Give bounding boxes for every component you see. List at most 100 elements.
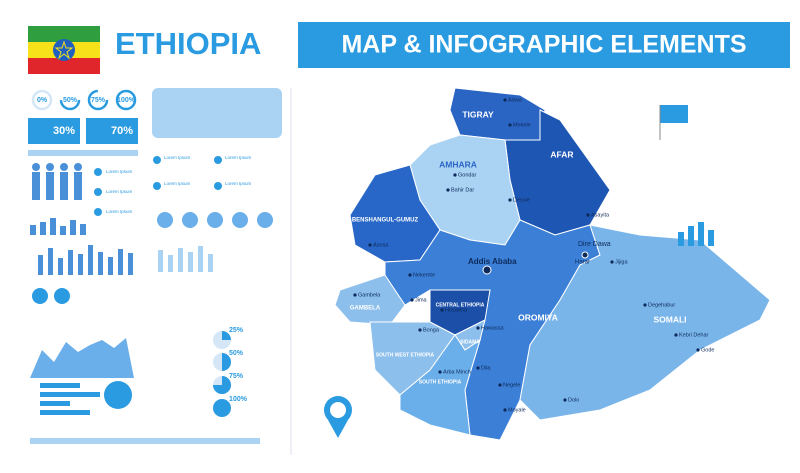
people-box bbox=[28, 118, 80, 144]
hbars bbox=[40, 383, 100, 415]
city-dot bbox=[408, 273, 412, 277]
city-label: Jijiga bbox=[615, 259, 628, 265]
city-dot bbox=[453, 173, 457, 177]
city-label: Degehabur bbox=[648, 302, 675, 308]
region-label: AMHARA bbox=[439, 159, 477, 169]
progress-label: 100% bbox=[117, 97, 136, 104]
region-label: Dire Dawa bbox=[578, 241, 611, 248]
cities: Mekele Adwa Gondar Bahir Dar Asosa Gambela Bon… bbox=[353, 97, 714, 413]
pies bbox=[213, 331, 231, 417]
progress-label: 50% bbox=[63, 97, 78, 104]
pie-label: 75% bbox=[229, 373, 244, 380]
city-dot bbox=[610, 260, 614, 264]
city-dot bbox=[476, 366, 480, 370]
lorem: Lorem Ipsum bbox=[164, 155, 191, 160]
city-dot bbox=[696, 348, 700, 352]
area-chart bbox=[30, 338, 134, 378]
flag-icon bbox=[660, 105, 688, 123]
region-label: AFAR bbox=[550, 149, 573, 159]
city-label: Dila bbox=[481, 365, 491, 371]
icon bbox=[54, 288, 70, 304]
region-label: SOUTH WEST ETHIOPIA bbox=[376, 352, 435, 358]
lorem: Lorem Ipsum bbox=[225, 181, 252, 186]
region-south bbox=[399, 334, 481, 436]
city-dot bbox=[438, 370, 442, 374]
pin bbox=[330, 402, 346, 418]
lorem: Lorem Ipsum bbox=[225, 155, 252, 160]
city-dot bbox=[498, 383, 502, 387]
city-dot bbox=[586, 213, 590, 217]
city-dot bbox=[581, 251, 589, 259]
region-label: CENTRAL ETHIOPIA bbox=[436, 302, 485, 308]
region-somali bbox=[519, 224, 771, 421]
city-label: Asayita bbox=[591, 212, 610, 218]
icon bbox=[32, 288, 48, 304]
city-label: Mekele bbox=[513, 122, 531, 128]
pie-label: 100% bbox=[229, 396, 248, 403]
city-dot bbox=[503, 408, 507, 412]
city-label: Gambela bbox=[358, 292, 381, 298]
lorem: Lorem Ipsum bbox=[106, 209, 133, 214]
progress-label: 75% bbox=[91, 97, 106, 104]
city-label: Bonga bbox=[423, 327, 440, 333]
city-dot bbox=[476, 326, 480, 330]
city-label: Hawassa bbox=[481, 325, 505, 331]
city-dot bbox=[440, 308, 444, 312]
region-label: SOMALI bbox=[653, 314, 686, 324]
city-dot bbox=[410, 298, 414, 302]
pin bbox=[328, 420, 348, 438]
region-label: Harar bbox=[575, 260, 590, 266]
city-dot bbox=[643, 303, 647, 307]
city-dot bbox=[446, 188, 450, 192]
city-dot bbox=[563, 398, 567, 402]
globe bbox=[104, 381, 132, 409]
city-dot bbox=[353, 293, 357, 297]
city-label: Bahir Dar bbox=[451, 187, 474, 193]
pie-label: 50% bbox=[229, 350, 244, 357]
banner bbox=[298, 22, 790, 68]
city-dot bbox=[503, 98, 507, 102]
city-dot bbox=[674, 333, 678, 337]
world-map bbox=[152, 88, 282, 138]
city-label: Arba Minch bbox=[443, 369, 471, 375]
city-label: Adwa bbox=[508, 97, 523, 103]
bullets bbox=[94, 168, 102, 216]
icon-row bbox=[30, 438, 260, 444]
lorem: Lorem Ipsum bbox=[164, 181, 191, 186]
city-label: Hosaena bbox=[445, 307, 468, 313]
banner-text: MAP & INFOGRAPHIC ELEMENTS bbox=[341, 31, 746, 59]
city-label: Moyale bbox=[508, 407, 526, 413]
bullets bbox=[153, 156, 222, 190]
map bbox=[334, 87, 771, 441]
city-label: Dolo bbox=[568, 397, 579, 403]
bar bbox=[28, 150, 138, 156]
bar-chart bbox=[30, 218, 133, 275]
city-label: Jima bbox=[415, 297, 428, 303]
city-label: Gondar bbox=[458, 172, 477, 178]
pie-label: 25% bbox=[229, 327, 244, 334]
mini-chart bbox=[678, 222, 714, 246]
region-labels: TIGRAY AFAR AMHARA BENSHANGUL-GUMUZ GAMB… bbox=[350, 109, 687, 385]
region-label: GAMBELA bbox=[350, 306, 381, 312]
region-label: SOUTH ETHIOPIA bbox=[419, 379, 462, 385]
region-label: SIDAMA bbox=[460, 339, 480, 345]
city-dot bbox=[508, 123, 512, 127]
progress-circles bbox=[31, 89, 137, 111]
region-label: OROMIYA bbox=[518, 312, 558, 322]
capital bbox=[482, 265, 492, 275]
city-dot bbox=[508, 198, 512, 202]
flag bbox=[28, 26, 100, 74]
lorem: Lorem Ipsum bbox=[106, 169, 133, 174]
city-dot bbox=[418, 328, 422, 332]
city-label: Negele bbox=[503, 382, 520, 388]
city-dot bbox=[368, 243, 372, 247]
people-box bbox=[86, 118, 138, 144]
region-label: BENSHANGUL-GUMUZ bbox=[352, 218, 419, 224]
region-label: TIGRAY bbox=[462, 109, 494, 119]
city-label: Asosa bbox=[373, 242, 389, 248]
region-label: Addis Ababa bbox=[468, 257, 517, 266]
city-label: Dessie bbox=[513, 197, 530, 203]
people-label: 30% bbox=[53, 125, 75, 137]
title: ETHIOPIA bbox=[115, 26, 261, 61]
city-label: Nekemte bbox=[413, 272, 435, 278]
